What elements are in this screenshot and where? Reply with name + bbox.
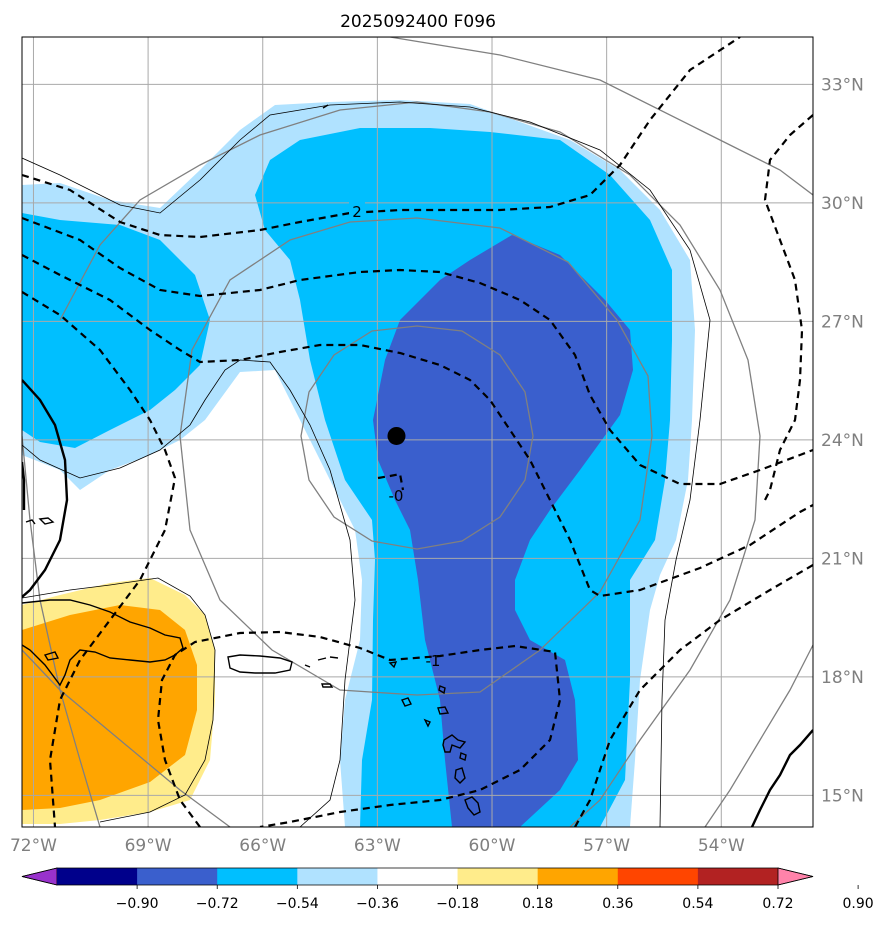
colorbar-tick-label: −0.90 — [116, 896, 159, 912]
dashed-contours — [22, 37, 813, 827]
lon-tick-label: 57°W — [583, 836, 630, 856]
contour-label-bg-2 — [349, 202, 365, 218]
dashed-contour-5 — [377, 472, 405, 491]
dashed-contour-8 — [156, 630, 562, 827]
lat-tick-label: 18°N — [821, 668, 864, 688]
colorbar-segment — [457, 868, 539, 885]
range-ring-inner — [300, 325, 534, 550]
colorbar-tick-label: 0.72 — [762, 896, 793, 912]
hispaniola-coast-2 — [43, 651, 60, 661]
lat-tick-label: 21°N — [821, 549, 864, 569]
latitude-tick-labels: 33°N 30°N 27°N 24°N 21°N 18°N 15°N — [821, 75, 864, 806]
outline-contour-yellow — [22, 577, 216, 823]
lon-tick-label: 72°W — [10, 836, 57, 856]
colorbar-extend-low — [21, 867, 58, 886]
colorbar-segment — [217, 868, 298, 885]
colorbar-segment — [297, 868, 378, 885]
contour-label-2: 2 — [352, 203, 362, 221]
lat-tick-label: 15°N — [821, 786, 864, 806]
anguilla-coast — [388, 661, 398, 669]
puerto-rico-coast — [227, 654, 293, 674]
hispaniola-coast — [22, 599, 184, 687]
lon-tick-label: 66°W — [239, 836, 286, 856]
dashed-contour-2 — [22, 216, 813, 486]
lon-tick-label: 69°W — [125, 836, 172, 856]
lat-tick-label: 30°N — [821, 194, 864, 214]
map-panel: 2 -0 -1 — [22, 37, 813, 827]
figure-title: 2025092400 F096 — [340, 12, 496, 32]
vieques-coast — [321, 683, 334, 688]
colorbar-tick-label: −0.72 — [196, 896, 239, 912]
storm-center-marker — [387, 426, 406, 445]
dashed-contour-3 — [22, 254, 813, 598]
lon-tick-label: 60°W — [469, 836, 516, 856]
solid-contour-southeast — [750, 729, 813, 827]
leeward-islands-coast-2 — [438, 685, 446, 695]
contour-label-neg1: -1 — [426, 652, 441, 670]
colorbar-tick-label: −0.36 — [356, 896, 399, 912]
solid-contour-west — [22, 379, 69, 598]
range-ring-outermost — [22, 37, 813, 827]
dashed-contour-4 — [22, 291, 177, 827]
saint-lucia-coast — [464, 796, 481, 816]
dashed-contour-1 — [22, 37, 741, 239]
guadeloupe-coast — [442, 734, 467, 753]
leeward-islands-coast-1 — [401, 697, 412, 707]
martinique-coast — [454, 767, 466, 784]
map-gridlines — [22, 37, 813, 827]
colorbar-segment — [537, 868, 619, 885]
virgin-islands-coast — [304, 656, 339, 668]
colorbar — [21, 867, 814, 886]
colorbar-tick-label: −0.18 — [436, 896, 479, 912]
lat-tick-label: 24°N — [821, 431, 864, 451]
turks-caicos-coast — [25, 517, 55, 525]
range-ring-outer — [22, 101, 761, 827]
coastlines — [22, 104, 481, 816]
colorbar-outline — [21, 867, 814, 886]
colorbar-tick-label: 0.90 — [843, 896, 874, 912]
colorbar-tick-label: −0.54 — [276, 896, 319, 912]
contour-label-neg0: -0 — [389, 487, 404, 505]
colorbar-tick-label: 0.54 — [682, 896, 713, 912]
anomaly-fill-orange — [22, 605, 197, 810]
colorbar-segment — [697, 868, 779, 885]
dominica-coast — [459, 752, 467, 761]
lat-tick-label: 33°N — [821, 75, 864, 95]
dashed-contour-6 — [574, 564, 813, 827]
colorbar-segment — [617, 868, 699, 885]
solid-contour-west-2 — [22, 461, 26, 510]
colorbar-segment — [137, 868, 218, 885]
lon-tick-label: 54°W — [698, 836, 745, 856]
colorbar-segment — [57, 868, 138, 885]
contour-labels: 2 -0 -1 — [349, 202, 440, 670]
outline-contour — [22, 101, 711, 827]
colorbar-segment — [377, 868, 459, 885]
map-border — [21, 36, 814, 828]
colorbar-extend-high — [777, 867, 814, 886]
longitude-tick-labels: 72°W 69°W 66°W 63°W 60°W 57°W 54°W — [10, 836, 745, 856]
anomaly-fill-royal-blue — [373, 235, 633, 827]
range-rings — [22, 37, 813, 827]
colorbar-tick-label: 0.18 — [522, 896, 553, 912]
leeward-islands-coast-3 — [437, 706, 450, 715]
bermuda-coast — [322, 104, 329, 109]
leeward-islands-coast-4 — [423, 718, 431, 728]
anomaly-fill-deep-sky-blue-west — [22, 213, 210, 448]
lon-tick-label: 63°W — [354, 836, 401, 856]
solid-contours — [22, 379, 813, 827]
colorbar-tick-labels: −0.90 −0.72 −0.54 −0.36 −0.18 0.18 0.36 0.54 0.7… — [116, 885, 874, 912]
lat-tick-label: 27°N — [821, 312, 864, 332]
colorbar-tick-label: 0.36 — [602, 896, 633, 912]
range-ring-middle — [179, 217, 653, 696]
